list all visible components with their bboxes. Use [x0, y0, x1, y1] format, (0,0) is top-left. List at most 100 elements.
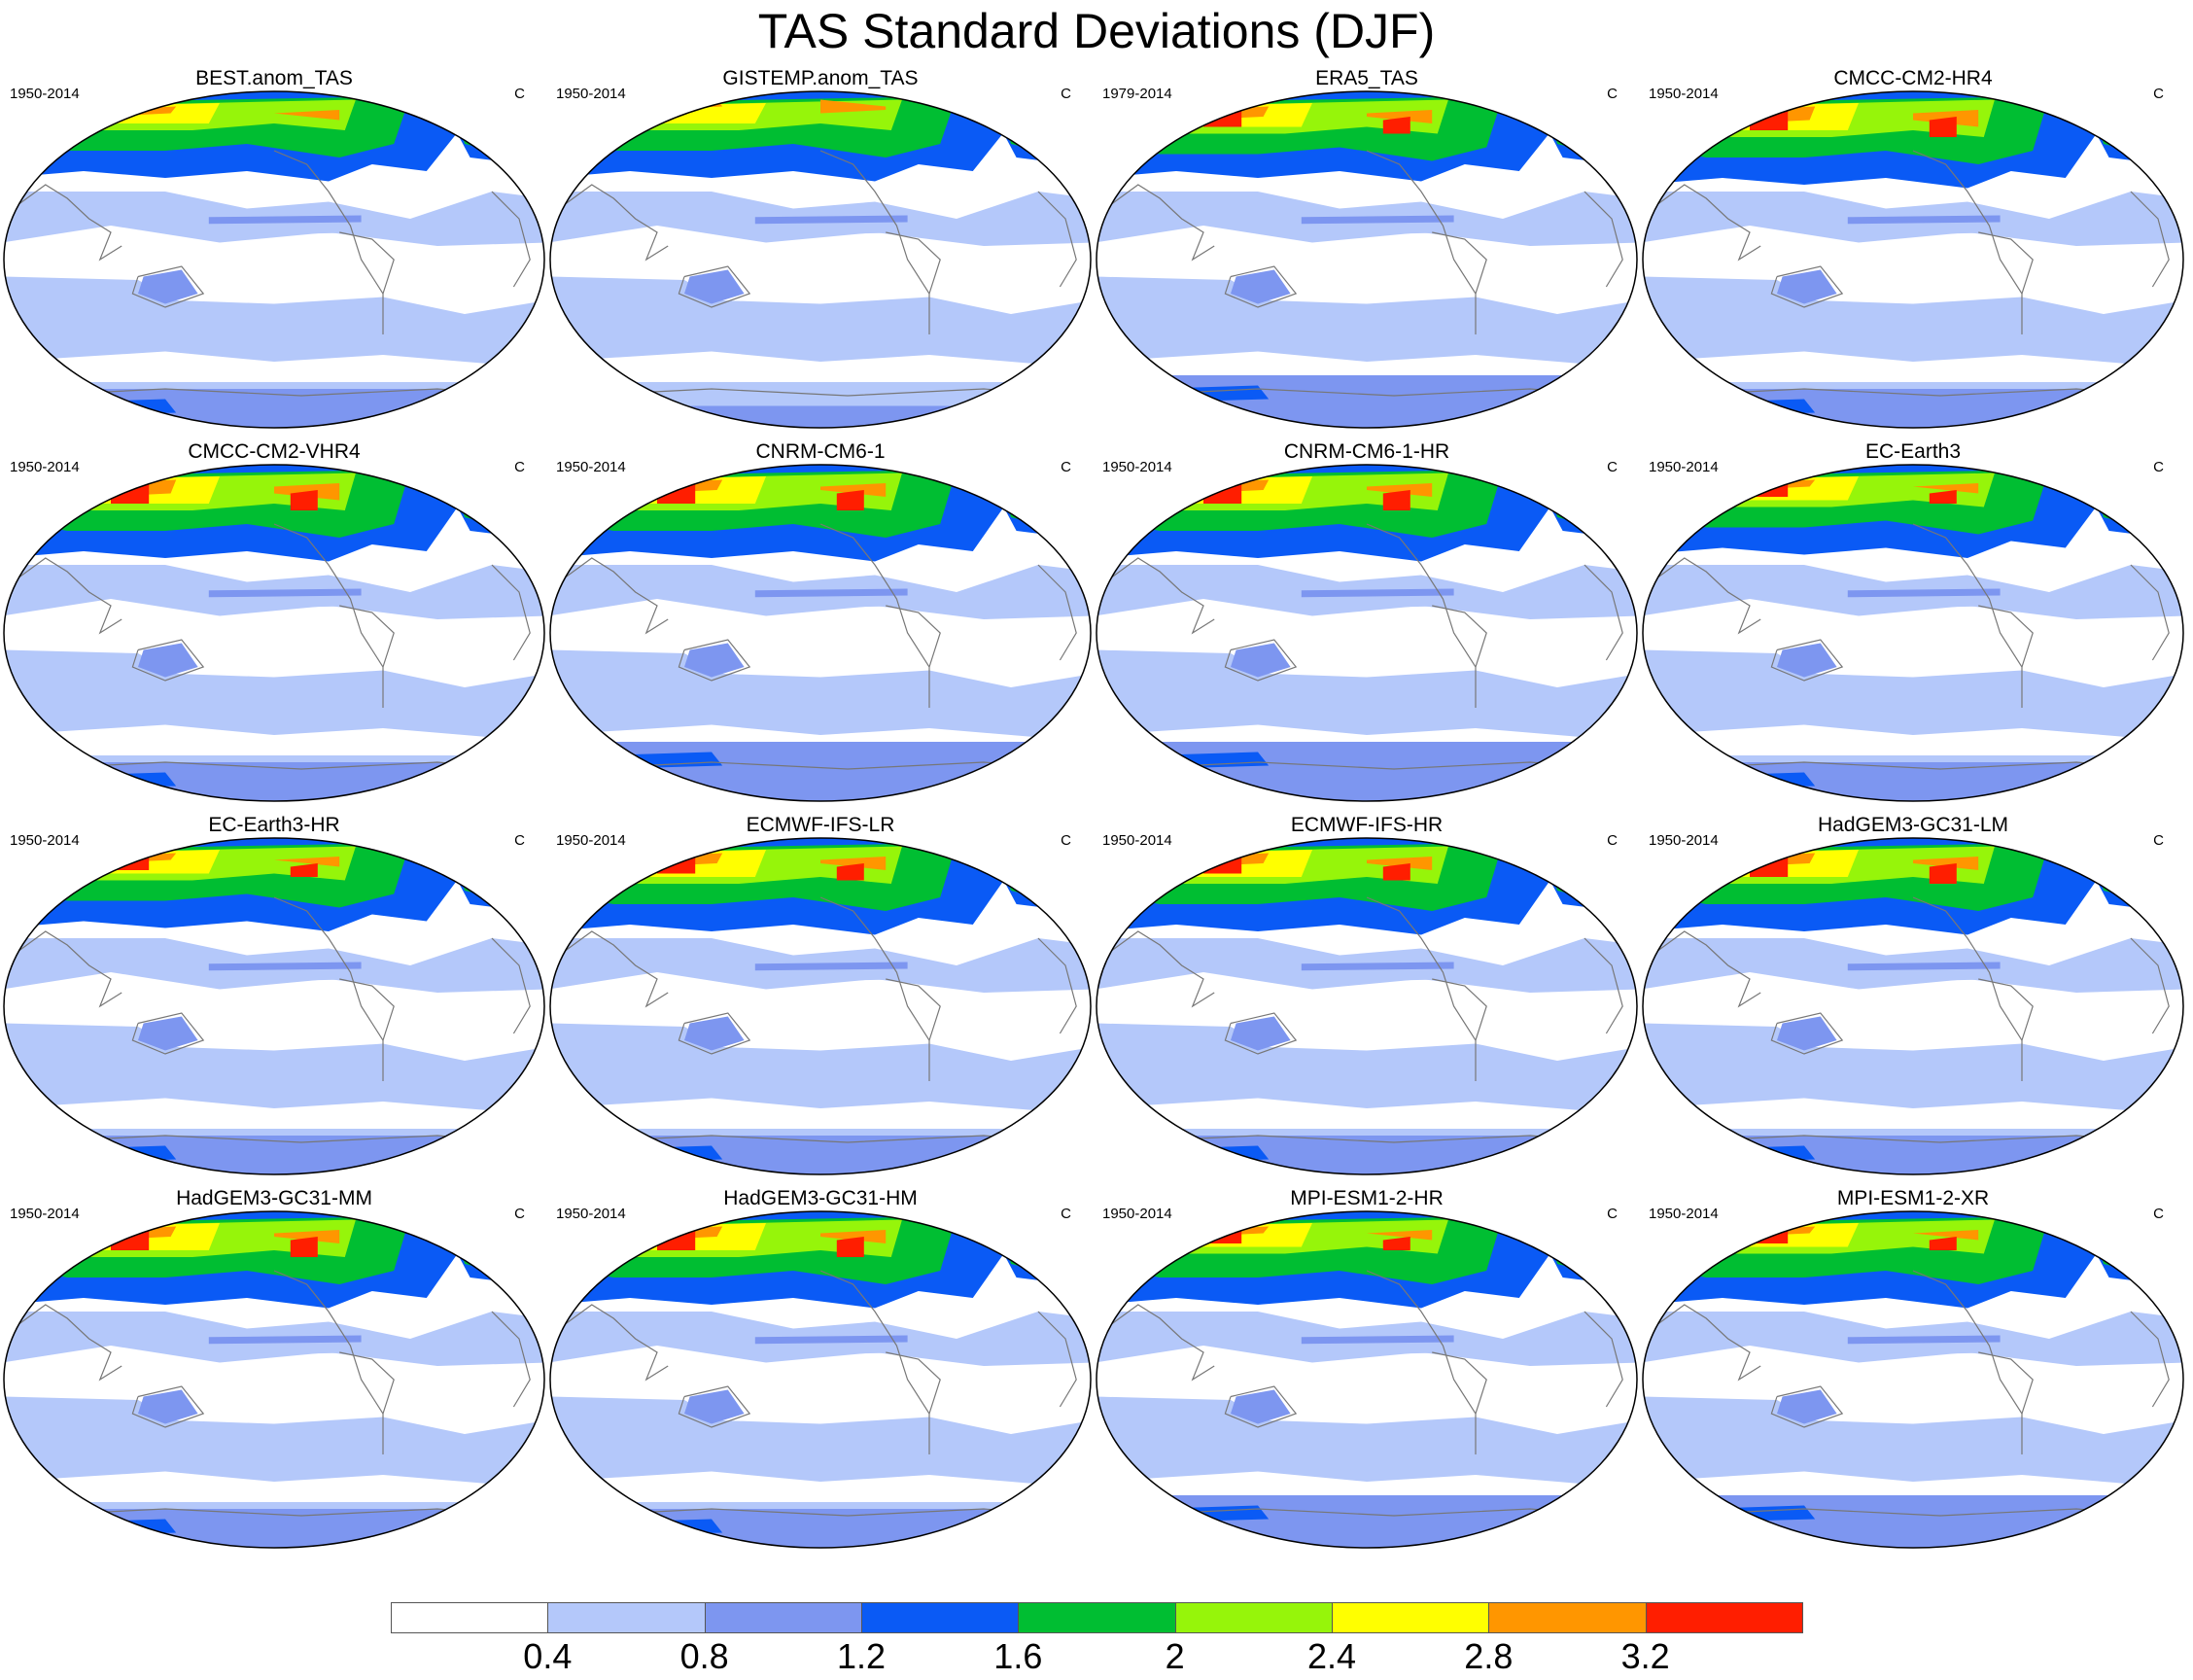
- panel-years: 1950-2014: [1102, 459, 1172, 475]
- contour-fill: [56, 1519, 177, 1536]
- coastline: [491, 564, 531, 661]
- coastline: [1978, 978, 2034, 1041]
- map-panel: ECMWF-IFS-LR 1950-2014 C: [548, 814, 1093, 1206]
- contour-fill: [138, 643, 198, 678]
- coastline: [1978, 1351, 2034, 1415]
- contour-fill: [550, 405, 1091, 428]
- coastline: [1037, 191, 1077, 288]
- robinson-map: [1642, 464, 2184, 802]
- panel-title: HadGEM3-GC31-MM: [176, 1187, 372, 1209]
- robinson-map: [549, 90, 1092, 429]
- coastline: [1770, 1385, 1844, 1428]
- coastline: [12, 184, 122, 262]
- panel-years: 1950-2014: [556, 832, 626, 849]
- contour-fill: [1096, 742, 1637, 801]
- contour-fill: [550, 742, 1091, 801]
- coastline: [1651, 1304, 1761, 1382]
- robinson-map: [1642, 1210, 2184, 1549]
- robinson-map: [3, 464, 545, 802]
- coastline: [1224, 265, 1298, 308]
- coastline: [1584, 564, 1623, 661]
- coastline: [1224, 1012, 1298, 1055]
- colorbar-label: 2.4: [1306, 1636, 1357, 1676]
- panel-units: C: [1607, 832, 1618, 849]
- coastline: [2130, 1311, 2170, 1408]
- coastline: [678, 265, 751, 308]
- panel-years: 1950-2014: [1102, 1206, 1172, 1222]
- coastline: [12, 930, 122, 1008]
- map-panel: BEST.anom_TAS 1950-2014 C: [2, 67, 546, 459]
- panel-title: CNRM-CM6-1: [755, 440, 886, 463]
- contour-fill: [1096, 649, 1637, 742]
- contour-fill: [754, 215, 908, 225]
- robinson-map: [549, 1210, 1092, 1549]
- map-border: [1642, 464, 2184, 802]
- coastline: [2130, 564, 2170, 661]
- contour-fill: [290, 863, 318, 877]
- panel-title: ECMWF-IFS-LR: [746, 814, 895, 836]
- contour-fill: [138, 1389, 198, 1424]
- map-panel: EC-Earth3 1950-2014 C: [1641, 440, 2185, 832]
- panel-units: C: [1061, 459, 1071, 475]
- coastline: [886, 978, 941, 1041]
- map-border: [1096, 1210, 1638, 1549]
- coastline: [1432, 605, 1487, 668]
- coastline: [1770, 265, 1844, 308]
- panel-title: EC-Earth3: [1864, 440, 1962, 463]
- contour-fill: [138, 1016, 198, 1051]
- contour-fill: [1847, 1335, 2001, 1345]
- coastline: [678, 1012, 751, 1055]
- panel-units: C: [2153, 832, 2164, 849]
- panel-years: 1950-2014: [556, 1206, 626, 1222]
- robinson-map: [549, 837, 1092, 1175]
- contour-fill: [1777, 643, 1837, 678]
- coastline: [491, 1311, 531, 1408]
- panel-title: HadGEM3-GC31-HM: [723, 1187, 918, 1209]
- contour-fill: [754, 962, 908, 971]
- contour-fill: [84, 850, 220, 874]
- contour-fill: [1096, 276, 1637, 368]
- contour-fill: [208, 588, 362, 598]
- colorbar-label: 0.4: [523, 1636, 573, 1676]
- robinson-map: [1096, 837, 1638, 1175]
- contour-fill: [684, 643, 745, 678]
- coastline: [1432, 231, 1487, 295]
- panel-years: 1950-2014: [556, 459, 626, 475]
- map-panel: HadGEM3-GC31-LM 1950-2014 C: [1641, 814, 2185, 1206]
- contour-fill: [603, 1145, 723, 1163]
- contour-fill: [1176, 1223, 1312, 1247]
- robinson-map: [549, 464, 1092, 802]
- contour-fill: [1847, 962, 2001, 971]
- map-panel: CNRM-CM6-1-HR 1950-2014 C: [1095, 440, 1639, 832]
- contour-fill: [1231, 643, 1291, 678]
- contour-fill: [1149, 1145, 1270, 1163]
- panel-units: C: [2153, 1206, 2164, 1222]
- map-border: [3, 464, 545, 802]
- map-border: [1096, 837, 1638, 1175]
- contour-fill: [1847, 215, 2001, 225]
- contour-fill: [820, 857, 887, 870]
- coastline: [1770, 1012, 1844, 1055]
- coastline: [131, 265, 205, 308]
- contour-fill: [1301, 1335, 1454, 1345]
- colorbar-label: 2: [1165, 1636, 1185, 1676]
- contour-fill: [836, 1237, 864, 1257]
- colorbar-swatch: [1018, 1602, 1176, 1633]
- contour-fill: [820, 483, 887, 497]
- coastline: [131, 639, 205, 682]
- panel-title: ECMWF-IFS-HR: [1290, 814, 1444, 836]
- contour-fill: [550, 1509, 1091, 1548]
- coastline: [1584, 1311, 1623, 1408]
- contour-fill: [290, 490, 318, 510]
- contour-fill: [4, 276, 544, 368]
- coastline: [12, 1304, 122, 1382]
- contour-fill: [1643, 389, 2183, 428]
- coastline: [131, 1385, 205, 1428]
- map-border: [549, 464, 1092, 802]
- coastline: [1224, 1385, 1298, 1428]
- colorbar-swatch: [704, 1602, 862, 1633]
- contour-fill: [820, 1230, 887, 1243]
- contour-fill: [550, 276, 1091, 368]
- map-border: [549, 837, 1092, 1175]
- contour-fill: [820, 99, 887, 114]
